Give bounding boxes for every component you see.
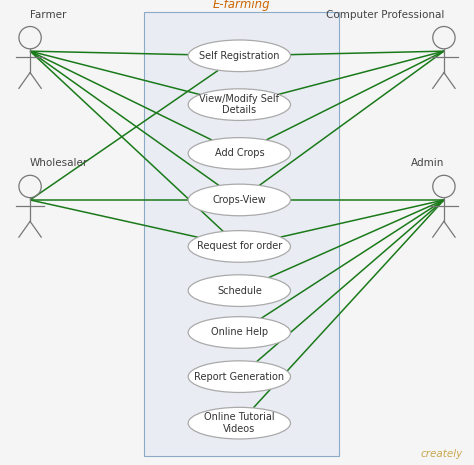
Ellipse shape (188, 407, 291, 439)
Ellipse shape (188, 317, 291, 348)
Text: Request for order: Request for order (197, 241, 282, 252)
Text: Computer Professional: Computer Professional (326, 9, 444, 20)
Text: creately: creately (420, 449, 463, 459)
Text: Admin: Admin (410, 158, 444, 168)
Text: Crops-View: Crops-View (212, 195, 266, 205)
Text: View/Modify Self
Details: View/Modify Self Details (200, 94, 279, 115)
Text: Report Generation: Report Generation (194, 372, 284, 382)
Ellipse shape (188, 89, 291, 120)
FancyBboxPatch shape (144, 12, 339, 456)
Ellipse shape (188, 231, 291, 262)
Text: E-farming: E-farming (213, 0, 271, 11)
Text: Farmer: Farmer (30, 9, 66, 20)
Ellipse shape (188, 275, 291, 306)
Text: Schedule: Schedule (217, 286, 262, 296)
Ellipse shape (188, 138, 291, 169)
Text: Online Help: Online Help (211, 327, 268, 338)
Text: Self Registration: Self Registration (199, 51, 280, 61)
Ellipse shape (188, 361, 291, 392)
Ellipse shape (188, 40, 291, 72)
Text: Wholesaler: Wholesaler (30, 158, 88, 168)
Text: Add Crops: Add Crops (215, 148, 264, 159)
Text: Online Tutorial
Videos: Online Tutorial Videos (204, 412, 274, 434)
Ellipse shape (188, 184, 291, 216)
